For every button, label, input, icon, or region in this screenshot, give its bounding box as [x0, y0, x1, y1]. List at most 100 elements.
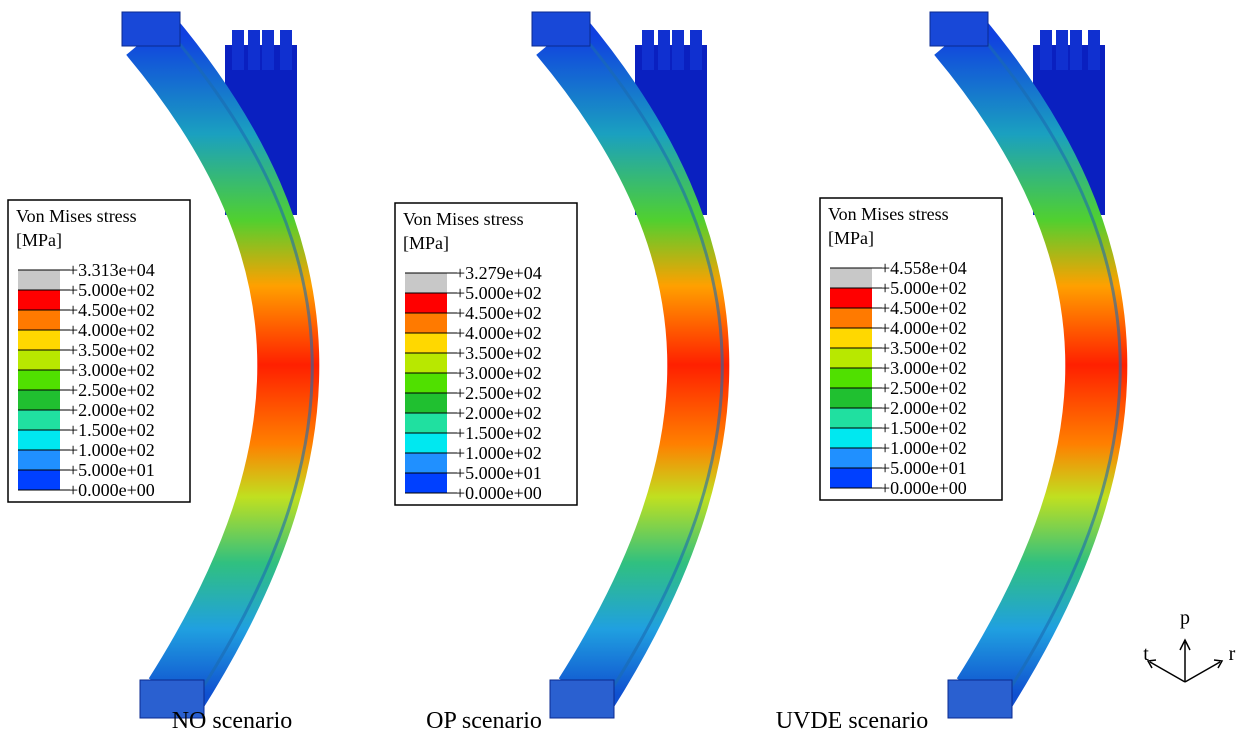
color-band — [405, 473, 447, 493]
support-post — [1070, 30, 1082, 70]
legend-label: +0.000e+00 — [68, 480, 155, 500]
color-band — [830, 408, 872, 428]
axis-triad — [1146, 638, 1224, 683]
color-band — [830, 268, 872, 288]
color-band — [830, 368, 872, 388]
beam-edge — [974, 29, 1122, 696]
color-band — [405, 293, 447, 313]
color-band — [405, 453, 447, 473]
legend-label: +5.000e+01 — [68, 460, 155, 480]
legend-unit: [MPa] — [16, 230, 62, 250]
color-band — [405, 373, 447, 393]
legend-label: +2.000e+02 — [68, 400, 155, 420]
beam-top — [531, 11, 591, 47]
axis-label: r — [1229, 643, 1236, 665]
legend-label: +4.000e+02 — [880, 318, 967, 338]
legend-unit: [MPa] — [403, 233, 449, 253]
color-band — [830, 468, 872, 488]
color-band — [405, 353, 447, 373]
beams — [121, 11, 1128, 719]
legend-label: +3.500e+02 — [68, 340, 155, 360]
color-band — [830, 308, 872, 328]
support-post — [672, 30, 684, 70]
legend-title: Von Mises stress — [403, 209, 524, 229]
color-band — [830, 388, 872, 408]
color-band — [18, 470, 60, 490]
arrowhead — [1213, 659, 1224, 669]
legend-label: +3.500e+02 — [880, 338, 967, 358]
legend-label: +5.000e+01 — [455, 463, 542, 483]
color-band — [18, 310, 60, 330]
legend-label: +0.000e+00 — [455, 483, 542, 503]
legend-title: Von Mises stress — [828, 204, 949, 224]
arrowhead — [1146, 659, 1157, 669]
color-band — [18, 290, 60, 310]
arrow-r — [1184, 661, 1221, 683]
color-band — [18, 350, 60, 370]
legend-label: +4.000e+02 — [455, 323, 542, 343]
color-band — [405, 413, 447, 433]
legend-label: +1.000e+02 — [880, 438, 967, 458]
legend-label: +5.000e+01 — [880, 458, 967, 478]
support-post — [1040, 30, 1052, 70]
legend-label: +1.500e+02 — [880, 418, 967, 438]
beam — [531, 11, 730, 719]
color-band — [405, 433, 447, 453]
legend-label: +1.000e+02 — [455, 443, 542, 463]
color-band — [18, 330, 60, 350]
axis-label: t — [1143, 643, 1149, 665]
legend-label: +3.500e+02 — [455, 343, 542, 363]
legend-label: +2.000e+02 — [455, 403, 542, 423]
caption: OP scenario — [426, 708, 542, 734]
beam-edge — [576, 29, 724, 696]
legend-label: +1.500e+02 — [68, 420, 155, 440]
legend-label: +3.279e+04 — [455, 263, 542, 283]
legend: Von Mises stress[MPa]+3.279e+04+5.000e+0… — [394, 202, 578, 506]
legend: Von Mises stress[MPa]+3.313e+04+5.000e+0… — [7, 199, 191, 503]
beam-body — [934, 15, 1128, 712]
legend-title: Von Mises stress — [16, 206, 137, 226]
beam-top — [121, 11, 181, 47]
support-post — [232, 30, 244, 70]
color-band — [18, 410, 60, 430]
support-post — [690, 30, 702, 70]
legend-label: +3.000e+02 — [68, 360, 155, 380]
color-band — [830, 428, 872, 448]
legend-label: +4.558e+04 — [880, 258, 967, 278]
legend-label: +2.500e+02 — [68, 380, 155, 400]
color-band — [18, 270, 60, 290]
legend-label: +0.000e+00 — [880, 478, 967, 498]
color-band — [405, 273, 447, 293]
beam-bottom — [947, 679, 1013, 719]
legend-label: +5.000e+02 — [68, 280, 155, 300]
arrow-t — [1149, 661, 1186, 683]
support-post — [1056, 30, 1068, 70]
color-band — [18, 370, 60, 390]
legend-label: +2.500e+02 — [880, 378, 967, 398]
legend-label: +5.000e+02 — [455, 283, 542, 303]
legend-label: +1.500e+02 — [455, 423, 542, 443]
color-band — [18, 430, 60, 450]
legend-label: +2.500e+02 — [455, 383, 542, 403]
support-post — [642, 30, 654, 70]
legend-label: +3.313e+04 — [68, 260, 155, 280]
legend-label: +2.000e+02 — [880, 398, 967, 418]
color-band — [830, 288, 872, 308]
legend-label: +4.500e+02 — [880, 298, 967, 318]
beam — [929, 11, 1128, 719]
legend-label: +4.500e+02 — [68, 300, 155, 320]
legend-label: +1.000e+02 — [68, 440, 155, 460]
color-band — [18, 450, 60, 470]
color-band — [405, 393, 447, 413]
axis-label: p — [1180, 607, 1190, 629]
beam-edge — [166, 29, 314, 696]
support-post — [280, 30, 292, 70]
support-post — [262, 30, 274, 70]
beam-bottom — [549, 679, 615, 719]
beam-bottom — [139, 679, 205, 719]
beam-top — [929, 11, 989, 47]
legend-label: +5.000e+02 — [880, 278, 967, 298]
color-band — [405, 333, 447, 353]
caption: UVDE scenario — [776, 708, 929, 734]
